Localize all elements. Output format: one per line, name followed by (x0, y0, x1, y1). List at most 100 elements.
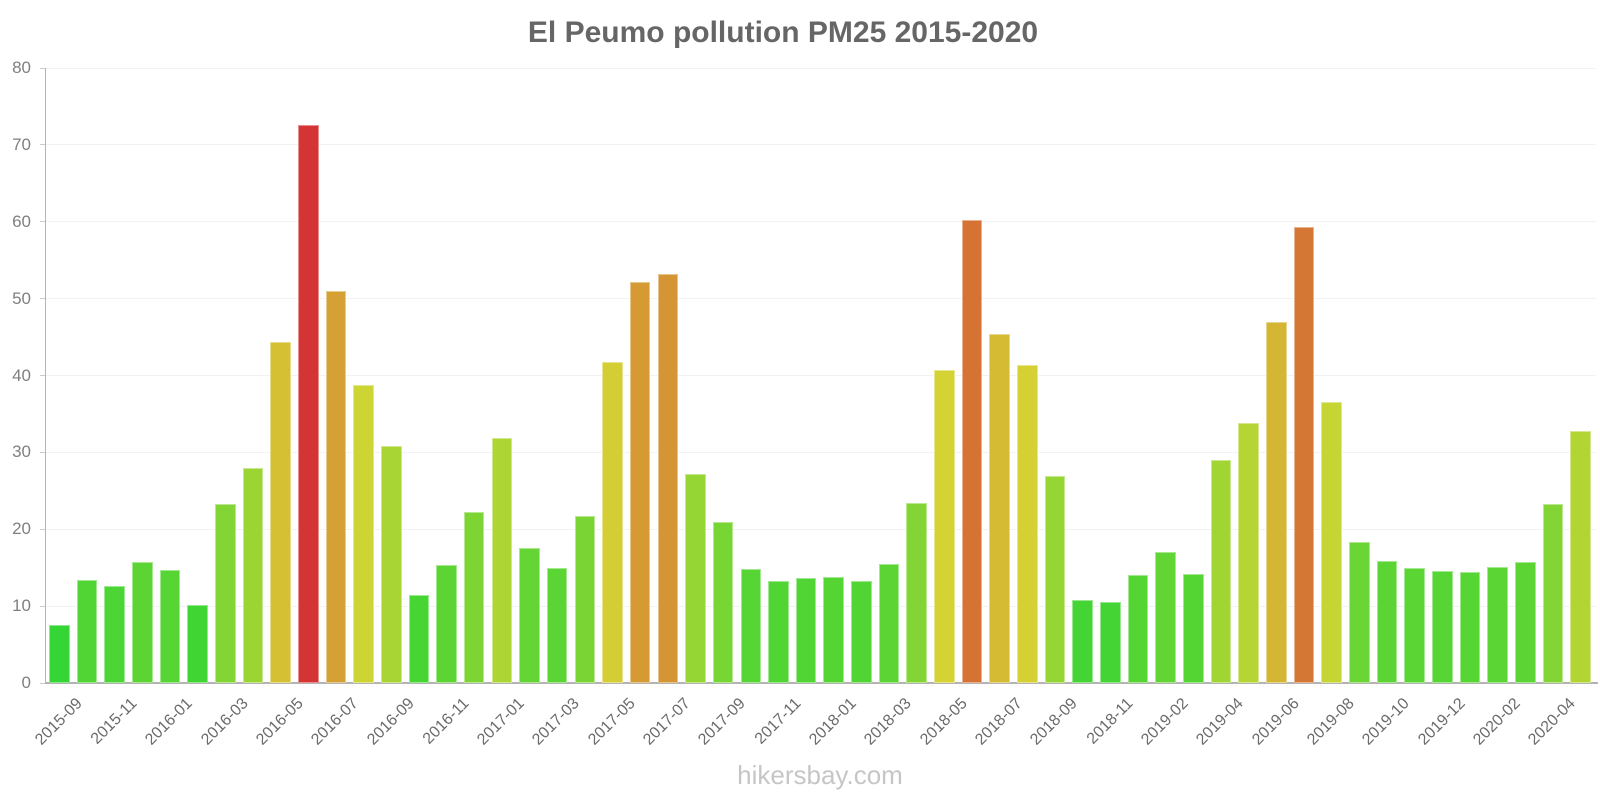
bar-2019-07[interactable] (1293, 227, 1315, 683)
bar-2020-04[interactable] (1542, 503, 1564, 683)
x-axis-label: 2018-07 (972, 695, 1026, 749)
bar-2016-05[interactable] (270, 342, 291, 683)
bar-2017-02[interactable] (519, 548, 540, 683)
bar-2018-09[interactable] (1044, 476, 1066, 683)
bar-2017-12[interactable] (795, 577, 817, 683)
bar-2016-06[interactable] (297, 124, 319, 683)
x-axis-label: 2019-06 (1248, 695, 1303, 749)
x-axis-label: 2016-11 (419, 695, 473, 748)
hikersbay-watermark: hikersbay.com (737, 760, 903, 790)
x-axis-label: 2019-02 (1138, 695, 1192, 749)
y-axis-tick (40, 528, 45, 530)
bar-2017-04[interactable] (574, 516, 596, 683)
gridline (46, 144, 1596, 146)
y-axis-label: 50 (12, 288, 31, 308)
bar-2016-12[interactable] (463, 511, 485, 683)
gridline (46, 298, 1596, 300)
bar-2017-09[interactable] (712, 522, 734, 683)
bar-2015-09[interactable] (49, 625, 70, 683)
bar-2019-08[interactable] (1321, 401, 1342, 683)
bar-2017-08[interactable] (685, 473, 706, 683)
bar-2018-07[interactable] (989, 333, 1011, 683)
y-axis-label: 30 (12, 442, 31, 462)
x-axis-label: 2015-11 (87, 695, 141, 748)
x-axis-label: 2016-05 (253, 695, 307, 749)
bar-2015-12[interactable] (131, 562, 153, 683)
bar-2018-11[interactable] (1100, 602, 1121, 683)
gridline (46, 375, 1596, 376)
bar-2016-02[interactable] (187, 604, 208, 683)
y-axis-tick (40, 375, 45, 376)
bar-2018-01[interactable] (823, 576, 845, 683)
y-axis-tick (40, 298, 45, 300)
bar-2017-11[interactable] (768, 580, 789, 683)
y-axis-label: 10 (12, 596, 31, 616)
bar-2018-02[interactable] (851, 580, 872, 683)
x-axis-label: 2015-09 (31, 695, 86, 749)
bar-2016-09[interactable] (380, 446, 402, 683)
bar-2018-05[interactable] (934, 370, 955, 683)
x-axis-label: 2020-02 (1470, 695, 1524, 749)
bar-2016-10[interactable] (408, 595, 430, 683)
bar-2015-10[interactable] (76, 579, 98, 683)
bar-2016-11[interactable] (436, 564, 457, 683)
x-axis-label: 2018-09 (1027, 695, 1082, 749)
x-axis-label: 2019-04 (1193, 695, 1248, 749)
x-axis-label: 2019-12 (1414, 695, 1469, 749)
bar-2017-03[interactable] (546, 568, 568, 683)
x-axis-label: 2019-10 (1359, 695, 1414, 749)
bar-2019-06[interactable] (1266, 322, 1287, 683)
x-axis-label: 2017-07 (640, 695, 694, 749)
bar-2019-02[interactable] (1155, 552, 1176, 683)
bar-2019-09[interactable] (1349, 541, 1370, 683)
bar-2017-01[interactable] (491, 437, 513, 683)
x-axis-label: 2016-07 (308, 695, 362, 749)
bar-2020-02[interactable] (1487, 566, 1508, 683)
bar-2018-06[interactable] (961, 220, 983, 683)
bar-2018-03[interactable] (878, 563, 900, 683)
y-axis-label: 80 (12, 58, 31, 77)
y-axis-label: 70 (12, 134, 31, 154)
bar-2020-03[interactable] (1514, 561, 1536, 683)
bar-2015-11[interactable] (104, 586, 125, 683)
x-axis-label: 2017-01 (474, 695, 528, 749)
x-axis-label: 2020-04 (1525, 695, 1579, 749)
x-axis-line (45, 682, 1598, 684)
bar-2019-05[interactable] (1238, 423, 1259, 683)
bar-2017-07[interactable] (657, 274, 679, 683)
y-axis-tick (40, 144, 45, 146)
bar-2019-03[interactable] (1183, 573, 1204, 683)
y-axis-label: 40 (12, 365, 31, 385)
bar-2019-12[interactable] (1432, 570, 1453, 683)
gridline (46, 451, 1596, 453)
x-axis-label: 2018-01 (806, 695, 860, 749)
bar-2018-08[interactable] (1017, 364, 1038, 683)
bar-2020-01[interactable] (1459, 572, 1481, 683)
bar-2020-05[interactable] (1570, 430, 1591, 683)
bar-2016-01[interactable] (159, 569, 181, 683)
bar-2018-12[interactable] (1127, 574, 1149, 683)
bar-2017-05[interactable] (602, 362, 623, 683)
bar-2019-10[interactable] (1376, 560, 1398, 683)
bar-2017-10[interactable] (740, 569, 762, 683)
y-axis-tick (40, 221, 45, 223)
bar-2016-08[interactable] (353, 385, 374, 683)
gridline (46, 67, 1596, 69)
x-axis-label: 2018-05 (916, 695, 971, 749)
bar-2016-07[interactable] (325, 290, 347, 683)
bar-2016-04[interactable] (242, 467, 264, 683)
x-axis-label: 2017-05 (584, 695, 639, 749)
bar-2017-06[interactable] (629, 282, 651, 683)
bar-2019-04[interactable] (1210, 460, 1232, 683)
chart-title: El Peumo pollution PM25 2015-2020 (527, 16, 1039, 49)
bar-2016-03[interactable] (214, 503, 236, 683)
gridline (46, 605, 1596, 607)
y-axis-line (45, 68, 46, 683)
bar-2018-04[interactable] (906, 503, 928, 683)
bar-2019-11[interactable] (1404, 568, 1425, 683)
y-axis-tick (40, 67, 45, 69)
bar-2018-10[interactable] (1072, 599, 1093, 683)
x-axis-label: 2017-03 (529, 695, 584, 749)
x-axis-label: 2018-11 (1083, 695, 1137, 748)
